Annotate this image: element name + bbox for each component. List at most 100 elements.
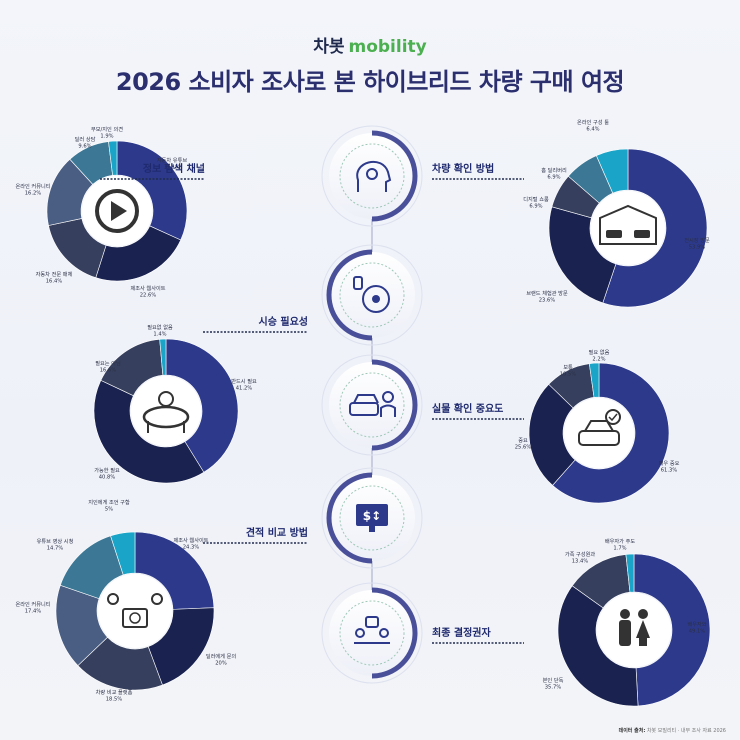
slice-value-label: 53.9% [689,245,706,251]
slice-label: 브랜드 체험관 방문 [526,289,568,297]
donut-chart [93,338,239,484]
journey-bubble [321,354,423,456]
bubble-disc [329,590,415,676]
slice-label: 필요 없음 [589,348,610,356]
slice-label: 중요 [518,437,528,444]
slice-value-label: 18.5% [106,697,123,703]
pie-slice [93,379,205,484]
pie-slice [159,338,167,376]
journey-bubble [321,125,423,227]
bubble-dashed-ring [339,262,405,328]
bubble-accent-arc [326,249,373,341]
pie-slice [588,362,600,398]
slice-label: 배우자가 주도 [605,537,636,545]
slice-value-label: 16.6% [100,368,117,374]
chat-bubble-icon [365,616,379,628]
journey-bubble: $↕ [321,467,423,569]
donut-hole [591,191,665,265]
section-title-text: 견적 비교 방법 [246,526,308,539]
slice-value-label: 61.3% [661,468,678,474]
slice-label: 보통 [563,364,573,371]
pie-slice [596,148,629,194]
bubble-halo [321,244,423,346]
slice-value-label: 23.6% [539,298,556,304]
pie-slice [108,140,118,176]
section-title: 실물 확인 중요도 [432,402,524,420]
section-title-text: 정보 탐색 채널 [143,162,205,175]
slice-value-label: 5% [105,507,113,513]
section-title-text: 실물 확인 중요도 [432,402,503,415]
car-roof-icon [353,394,379,404]
donut-chart [55,531,215,691]
slice-label: 부모/지인 의견 [91,125,123,133]
slice-label: 차량 비교 플랫폼 [96,688,133,696]
slice-label: 홈 딜리버리 [541,166,567,174]
person-body-icon [380,404,396,417]
donut-hole [597,593,671,667]
slice-value-label: 16.2% [25,191,42,197]
journey-bubble [321,582,423,684]
slice-value-label: 1.4% [153,332,166,338]
slice-value-label: 25.6% [515,445,532,451]
bubble-dashed-ring [339,485,405,551]
slice-label: 제조사 웹사이트 [130,284,165,292]
bubble-disc [329,133,415,219]
section-title: 최종 결정권자 [432,626,524,644]
slice-value-label: 14.7% [47,546,64,552]
slice-label: 온라인 커뮤니티 [15,182,50,190]
donut-chart [528,362,670,504]
donut-hole [98,574,172,648]
slice-value-label: 49.1% [689,629,706,635]
slice-label: 배우자와 [687,620,706,628]
slice-value-label: 35.7% [545,685,562,691]
donut-hole [564,398,634,468]
donut-chart [548,148,708,308]
bubble-accent-arc [326,472,373,564]
pie-slice [633,553,711,707]
slice-label: 가능한 필요 [94,466,120,474]
pie-slice [528,383,576,486]
play-icon [95,189,139,233]
slice-label: 딜러에게 문의 [206,652,237,660]
slice-label: 유튜브 영상 시청 [37,537,74,545]
car-key-icon [353,276,363,290]
slice-value-label: 6.4% [586,127,599,133]
pie-slice [557,585,639,707]
slice-value-label: 6.9% [529,204,542,210]
bubble-halo [321,582,423,684]
slice-label: 전시장 방문 [684,236,710,244]
car-icon [349,402,379,416]
section-title-text: 시승 필요성 [259,315,308,328]
section-title: 정보 탐색 채널 [100,162,205,180]
slice-value-label: 1.7% [613,546,626,552]
page-title: 2026 소비자 조사로 본 하이브리드 차량 구매 여정 [115,68,625,96]
head-icon [356,161,392,192]
section-title: 차량 확인 방법 [432,162,524,180]
online-meeting-icon [107,593,163,628]
brand-logo-kr: 차봇 [313,37,345,57]
monitor-stand-icon [369,526,375,532]
pie-slice [134,531,215,610]
pie-slice [602,148,708,308]
brand-logo-en: mobility [348,37,427,57]
slice-label: 디지털 쇼룸 [523,195,549,203]
slice-label: 자동차 유튜브 [157,156,188,164]
person-head-icon [382,391,394,403]
steering-driver-icon [142,391,190,433]
slice-value-label: 6.9% [547,175,560,181]
bubble-disc [329,362,415,448]
donut-hole [131,376,201,446]
slice-value-label: 2.2% [592,357,605,363]
slice-value-label: 16.4% [46,279,63,285]
couple-icon [619,609,650,646]
bubble-accent-arc [371,359,418,451]
bubble-dashed-ring [339,600,405,666]
pie-slice [110,531,136,576]
slice-value-label: 41.2% [236,386,253,392]
source-text: 차봇 모빌리티 · 내부 조사 자료 2026 [646,728,726,734]
pie-slice [165,338,239,473]
section-title: 견적 비교 방법 [203,526,308,544]
pie-slice [552,362,670,504]
donut-chart [557,553,711,707]
slice-value-label: 1.9% [100,134,113,140]
